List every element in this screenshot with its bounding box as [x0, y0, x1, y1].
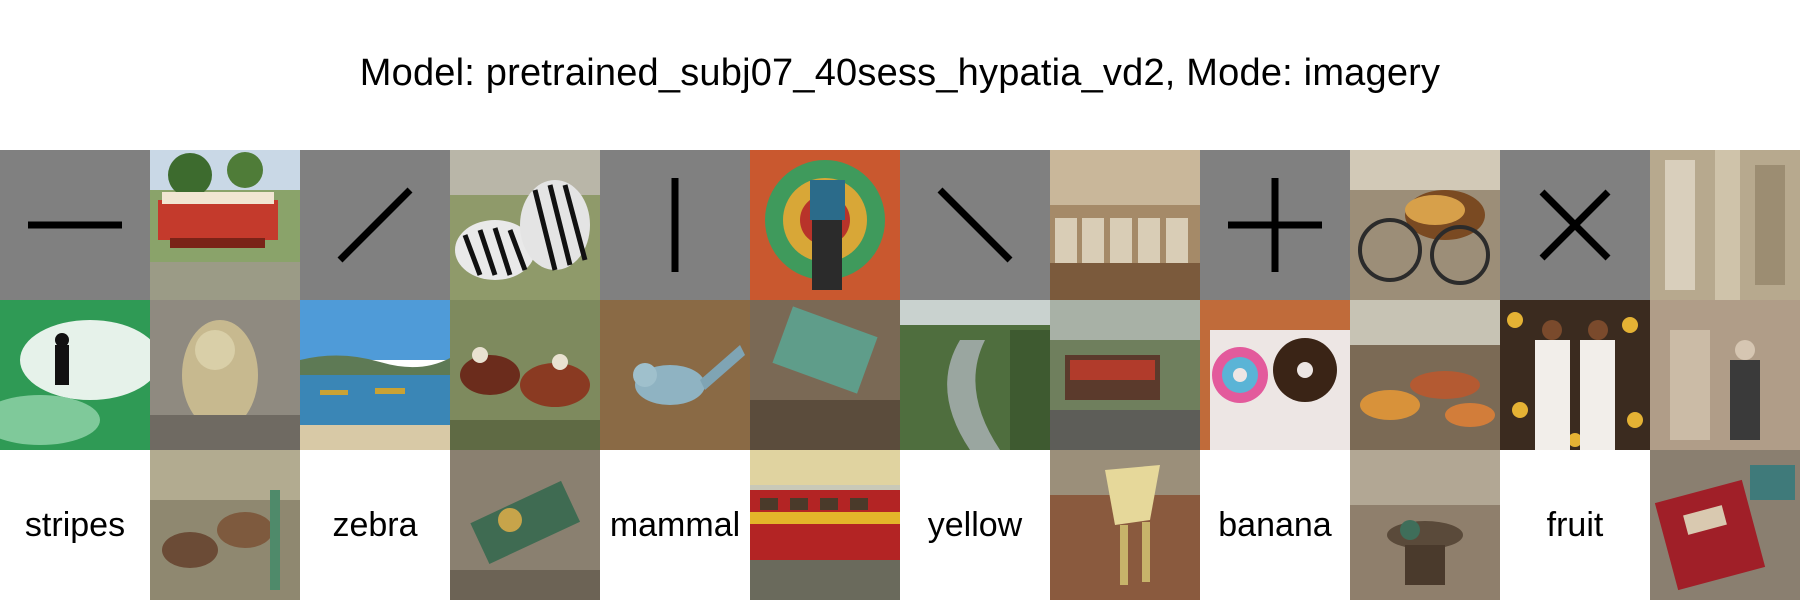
word-cue-zebra: zebra: [300, 450, 450, 600]
colorful-cart-image: [750, 150, 900, 300]
circus-wagon-image: [150, 150, 300, 300]
lake-boats-image: [300, 300, 450, 450]
pastries-image: [1350, 300, 1500, 450]
word-cue-fruit: fruit: [1500, 450, 1650, 600]
dog-sculpture-image: [1350, 450, 1500, 600]
word-label: stripes: [24, 505, 126, 544]
cross-icon: [1500, 150, 1650, 300]
red-device-image: [1650, 450, 1800, 600]
tilted-machine-image: [450, 450, 600, 600]
word-cue-yellow: yellow: [900, 450, 1050, 600]
teal-bench-image: [750, 300, 900, 450]
word-label: banana: [1218, 505, 1332, 544]
river-valley-image: [900, 300, 1050, 450]
word-label: zebra: [332, 505, 418, 544]
image-grid: stripes zebra mammal yellow: [0, 150, 1800, 600]
word-cue-banana: banana: [1200, 450, 1350, 600]
donuts-image: [1200, 300, 1350, 450]
diagonal-up-line-icon: [300, 150, 450, 300]
calves-image: [150, 450, 300, 600]
bird-image: [600, 300, 750, 450]
rickshaw-image: [1350, 150, 1500, 300]
carousel-animals-image: [450, 300, 600, 450]
horizontal-line-icon: [0, 150, 150, 300]
street-cart-image: [1050, 300, 1200, 450]
word-label: fruit: [1546, 505, 1604, 544]
abstract-figure-image: [1650, 300, 1800, 450]
floral-dress-image: [1500, 300, 1650, 450]
zebras-image: [450, 150, 600, 300]
vertical-line-icon: [600, 150, 750, 300]
word-label: mammal: [609, 505, 741, 544]
train-image: [750, 450, 900, 600]
diagonal-down-line-icon: [900, 150, 1050, 300]
surfer-image: [0, 300, 150, 450]
wooden-chair-image: [1050, 450, 1200, 600]
figure-title: Model: pretrained_subj07_40sess_hypatia_…: [359, 52, 1441, 94]
ornate-figure-image: [150, 300, 300, 450]
plus-icon: [1200, 150, 1350, 300]
word-cue-stripes: stripes: [0, 450, 150, 600]
statue-image: [1650, 150, 1800, 300]
word-label: yellow: [927, 505, 1023, 544]
word-cue-mammal: mammal: [600, 450, 750, 600]
barrels-image: [1050, 150, 1200, 300]
